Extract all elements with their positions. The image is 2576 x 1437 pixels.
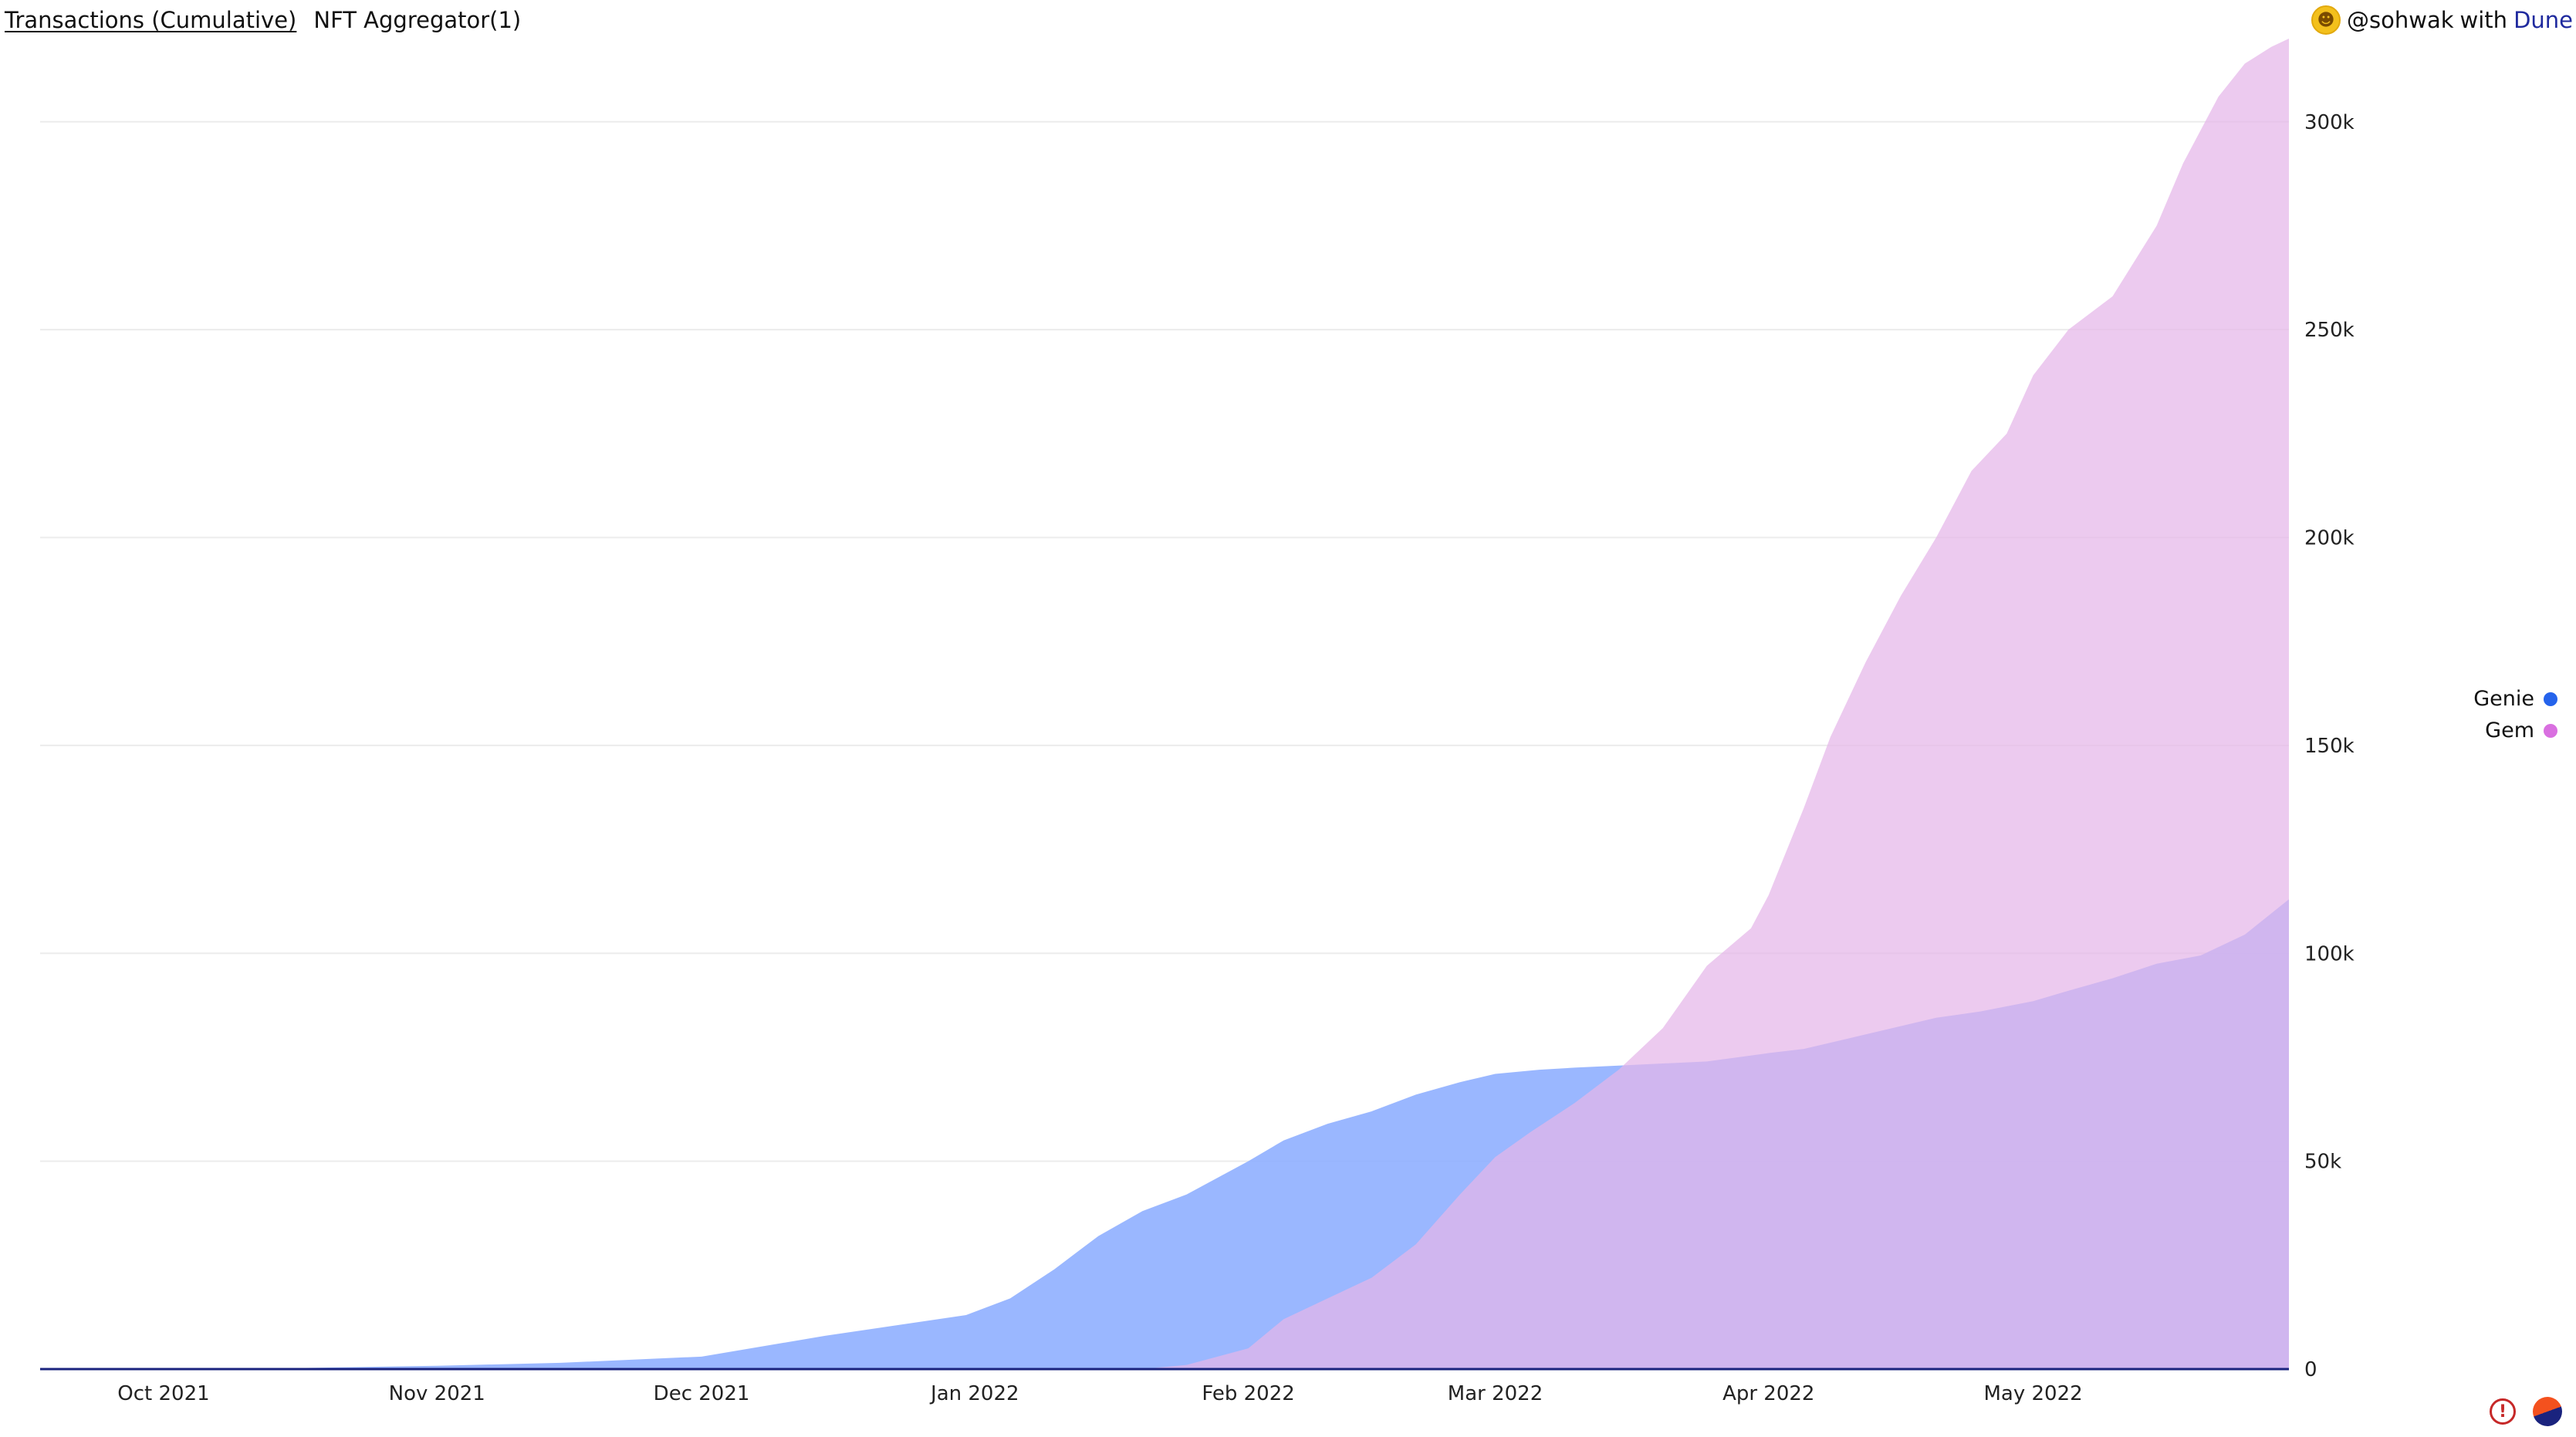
x-tick-label: May 2022: [1984, 1382, 2083, 1405]
x-tick-label: Jan 2022: [929, 1382, 1019, 1405]
tab-transactions-cumulative[interactable]: Transactions (Cumulative): [5, 7, 297, 33]
x-tick-label: Oct 2021: [117, 1382, 209, 1405]
dune-link[interactable]: Dune: [2513, 7, 2573, 33]
warning-icon[interactable]: !: [2490, 1398, 2516, 1425]
y-tick-label: 200k: [2304, 527, 2355, 550]
tab-nft-aggregator[interactable]: NFT Aggregator(1): [313, 7, 522, 33]
legend-dot-gem: [2544, 723, 2557, 738]
x-tick-label: Dec 2021: [654, 1382, 750, 1405]
x-tick-label: Feb 2022: [1202, 1382, 1294, 1405]
author-name[interactable]: @sohwak: [2347, 7, 2454, 33]
x-tick-label: Apr 2022: [1722, 1382, 1814, 1405]
header-tabs: Transactions (Cumulative) NFT Aggregator…: [5, 5, 521, 36]
legend-label-gem: Gem: [2485, 718, 2534, 742]
legend-label-genie: Genie: [2473, 687, 2534, 711]
theme-toggle-icon[interactable]: [2533, 1397, 2562, 1426]
credit-with: with: [2459, 7, 2508, 33]
area-gem: [40, 39, 2289, 1369]
x-tick-label: Mar 2022: [1448, 1382, 1543, 1405]
credit: ☻ @sohwak with Dune: [2311, 3, 2573, 37]
legend-dot-genie: [2544, 691, 2557, 706]
footer-icons: !: [2490, 1397, 2562, 1426]
x-axis-ticks: Oct 2021 Nov 2021 Dec 2021 Jan 2022 Feb 2022…: [117, 1382, 2082, 1405]
legend-item-gem[interactable]: Gem: [2485, 718, 2557, 742]
legend-item-genie[interactable]: Genie: [2473, 687, 2557, 711]
chart-areas: [40, 39, 2289, 1371]
y-axis-ticks: 0 50k 100k 150k 200k 250k 300k: [2304, 111, 2355, 1381]
y-tick-label: 150k: [2304, 735, 2355, 758]
y-tick-label: 0: [2304, 1358, 2317, 1381]
author-avatar-icon[interactable]: ☻: [2311, 5, 2341, 35]
legend: Genie Gem: [2473, 687, 2557, 742]
y-tick-label: 100k: [2304, 942, 2355, 965]
y-tick-label: 300k: [2304, 111, 2355, 134]
y-tick-label: 250k: [2304, 319, 2355, 342]
y-tick-label: 50k: [2304, 1151, 2341, 1174]
x-tick-label: Nov 2021: [389, 1382, 485, 1405]
